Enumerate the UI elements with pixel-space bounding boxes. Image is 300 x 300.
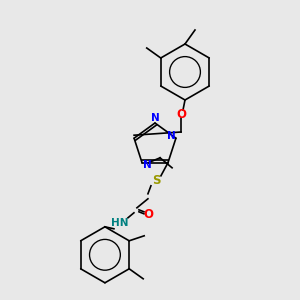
Text: N: N	[167, 131, 175, 141]
Text: N: N	[151, 113, 159, 123]
Text: S: S	[152, 174, 160, 187]
Text: O: O	[176, 107, 186, 121]
Text: N: N	[143, 160, 152, 170]
Text: O: O	[143, 208, 153, 221]
Text: HN: HN	[111, 218, 129, 228]
